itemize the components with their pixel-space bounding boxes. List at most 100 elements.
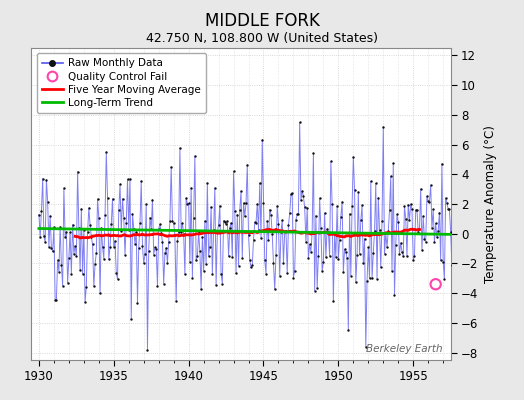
Legend: Raw Monthly Data, Quality Control Fail, Five Year Moving Average, Long-Term Tren: Raw Monthly Data, Quality Control Fail, … <box>37 53 206 113</box>
Point <box>72 253 81 259</box>
Y-axis label: Temperature Anomaly (°C): Temperature Anomaly (°C) <box>484 125 497 283</box>
Point <box>194 229 203 236</box>
Point <box>268 231 277 238</box>
Point <box>387 173 395 180</box>
Point <box>373 275 381 282</box>
Point <box>231 208 239 214</box>
Point <box>201 218 209 224</box>
Point <box>214 221 223 228</box>
Point <box>97 225 105 232</box>
Point <box>204 253 213 259</box>
Point <box>379 124 387 130</box>
Point <box>287 191 295 197</box>
Point <box>314 252 323 259</box>
Point <box>304 255 313 261</box>
Point <box>161 250 169 256</box>
Point <box>335 237 344 243</box>
Point <box>277 229 285 235</box>
Point <box>411 207 420 213</box>
Point <box>107 220 115 227</box>
Point <box>182 195 190 201</box>
Point <box>325 253 334 259</box>
Point <box>389 160 397 166</box>
Point <box>50 224 58 230</box>
Point <box>112 270 121 276</box>
Point <box>216 202 224 209</box>
Point <box>417 186 425 192</box>
Point <box>319 259 328 266</box>
Point <box>312 212 320 219</box>
Point <box>362 344 370 350</box>
Point <box>148 196 157 203</box>
Point <box>293 211 301 218</box>
Point <box>415 226 423 233</box>
Point <box>351 187 359 193</box>
Point <box>191 153 199 159</box>
Point <box>138 243 147 250</box>
Point <box>105 256 113 262</box>
Point <box>92 250 101 256</box>
Point <box>126 176 134 182</box>
Point <box>113 276 122 282</box>
Point <box>117 228 125 234</box>
Point <box>447 262 456 268</box>
Point <box>129 226 138 232</box>
Point <box>436 257 445 263</box>
Point <box>85 205 93 211</box>
Point <box>323 225 331 232</box>
Point <box>381 230 390 236</box>
Point <box>331 231 339 237</box>
Point <box>353 252 361 258</box>
Point <box>243 162 252 168</box>
Point <box>67 270 75 277</box>
Point <box>427 182 435 188</box>
Point <box>352 279 360 285</box>
Point <box>303 205 311 211</box>
Point <box>441 195 450 201</box>
Point <box>262 270 270 277</box>
Point <box>234 262 243 269</box>
Point <box>375 226 384 233</box>
Point <box>110 244 118 250</box>
Text: 42.750 N, 108.800 W (United States): 42.750 N, 108.800 W (United States) <box>146 32 378 45</box>
Point <box>401 215 410 222</box>
Point <box>334 255 343 262</box>
Point <box>288 190 297 196</box>
Point <box>184 200 193 206</box>
Point <box>421 239 430 245</box>
Point <box>147 226 156 232</box>
Point <box>395 251 403 257</box>
Point <box>264 237 272 244</box>
Point <box>408 206 416 212</box>
Point <box>159 280 168 287</box>
Point <box>298 188 307 194</box>
Point <box>119 214 128 221</box>
Point <box>443 200 451 206</box>
Point <box>35 211 43 218</box>
Point <box>372 180 380 186</box>
Point <box>139 260 148 266</box>
Point <box>423 193 431 200</box>
Point <box>133 299 141 306</box>
Point <box>419 213 428 220</box>
Point <box>359 260 367 266</box>
Point <box>279 260 288 266</box>
Point <box>248 262 256 269</box>
Point <box>413 207 421 213</box>
Point <box>394 219 402 225</box>
Point <box>242 200 250 206</box>
Point <box>211 185 219 191</box>
Point <box>446 228 455 235</box>
Point <box>157 229 166 236</box>
Point <box>283 270 291 276</box>
Point <box>158 238 167 245</box>
Point <box>80 227 88 234</box>
Point <box>403 253 411 260</box>
Point <box>294 211 303 217</box>
Point <box>399 253 408 259</box>
Point <box>165 239 173 246</box>
Point <box>241 213 249 220</box>
Point <box>267 212 275 218</box>
Point <box>274 220 282 227</box>
Point <box>222 221 230 227</box>
